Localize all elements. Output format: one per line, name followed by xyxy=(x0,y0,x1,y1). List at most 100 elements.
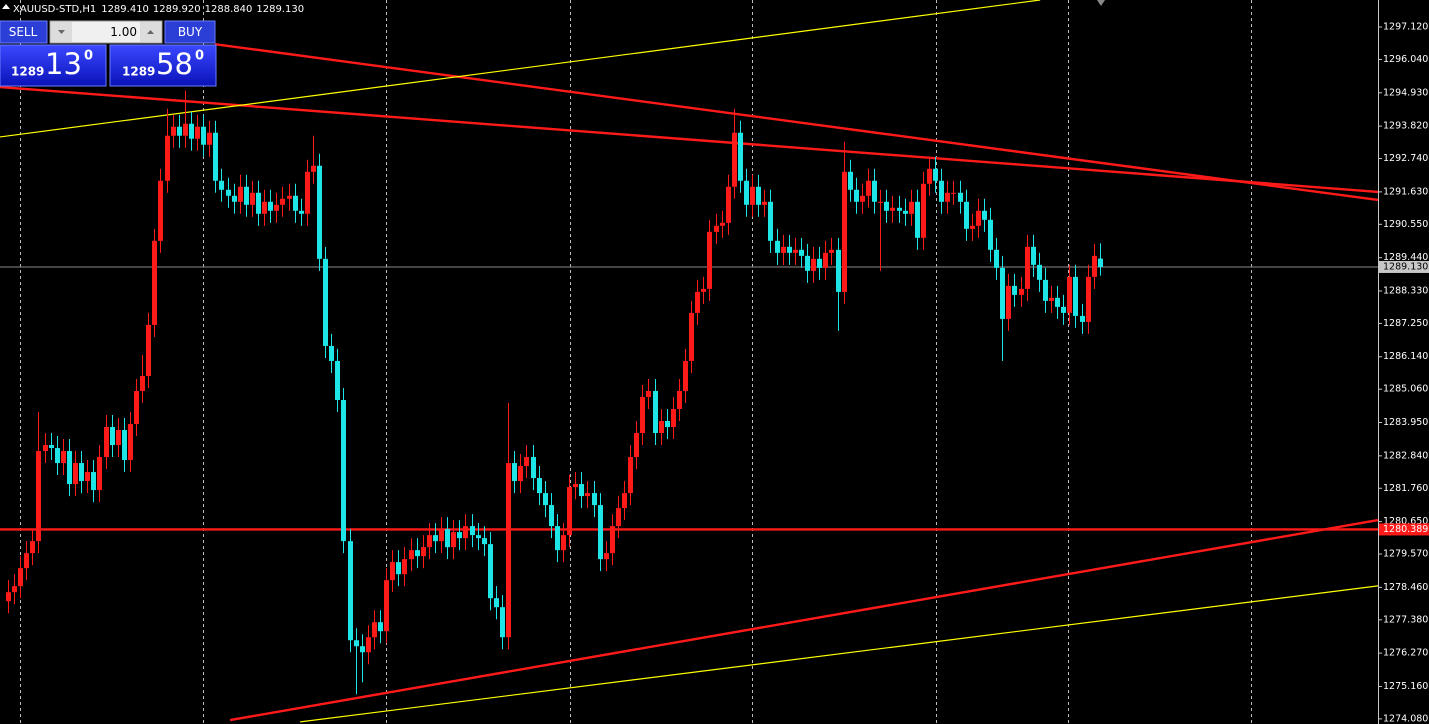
candle-body xyxy=(500,607,505,638)
candle-body xyxy=(293,195,298,211)
candle-body xyxy=(463,526,468,539)
sell-label[interactable]: SELL xyxy=(9,25,38,39)
candle-body xyxy=(439,529,444,542)
candle-body xyxy=(939,180,944,202)
candle-body xyxy=(646,390,651,397)
price-axis: 1297.120 1296.040 1294.930 1293.820 1292.740… xyxy=(1378,22,1429,724)
candle-body xyxy=(396,562,401,575)
candle-body xyxy=(470,526,475,536)
trendline xyxy=(0,85,1379,194)
candle-body xyxy=(701,288,706,292)
candle-body xyxy=(49,445,54,449)
candle-body xyxy=(85,472,90,482)
header-low: 1288.840 xyxy=(205,4,253,15)
candle-body xyxy=(848,171,853,190)
candle-body xyxy=(860,195,865,202)
y-tick-label: 1276.270 xyxy=(1383,648,1428,659)
candle-body xyxy=(531,457,536,479)
y-tick-label: 1296.040 xyxy=(1383,54,1428,65)
candle-body xyxy=(311,165,316,172)
candle-body xyxy=(732,132,737,187)
candle-body xyxy=(67,451,72,485)
candle-body xyxy=(909,201,914,214)
candle-body xyxy=(433,535,438,542)
candle-body xyxy=(165,135,170,181)
candle-body xyxy=(232,195,237,202)
candle-body xyxy=(714,225,719,232)
candle-body xyxy=(1098,258,1103,267)
bid-box[interactable] xyxy=(0,44,107,87)
candle-body xyxy=(128,424,133,461)
y-tick-label: 1278.460 xyxy=(1383,582,1428,593)
candle-body xyxy=(640,396,645,434)
header-high: 1289.920 xyxy=(153,4,201,15)
candle-body xyxy=(201,126,206,145)
header-open: 1289.410 xyxy=(101,4,149,15)
candle-body xyxy=(1055,297,1060,307)
candle-body xyxy=(970,225,975,229)
candle-body xyxy=(628,457,633,494)
candle-body xyxy=(1067,276,1072,313)
candle-body xyxy=(665,421,670,428)
sell-button[interactable] xyxy=(0,20,48,44)
candle-body xyxy=(104,427,109,458)
candle-body xyxy=(354,640,359,647)
candle-body xyxy=(775,240,780,253)
candle-body xyxy=(592,493,597,506)
scroll-marker xyxy=(1097,0,1105,6)
candle-body xyxy=(207,132,212,145)
candle-body xyxy=(256,192,261,214)
candle-body xyxy=(482,538,487,545)
candle-body xyxy=(890,207,895,211)
candle-body xyxy=(793,249,798,253)
candle-body xyxy=(36,451,41,542)
candle-body xyxy=(622,493,627,509)
candle-body xyxy=(976,210,981,226)
y-tick-label: 1290.550 xyxy=(1383,219,1428,230)
trendline xyxy=(300,585,1379,723)
lot-input[interactable] xyxy=(49,20,163,44)
candle-body xyxy=(317,165,322,259)
y-tick-label: 1277.380 xyxy=(1383,614,1428,625)
candle-body xyxy=(811,258,816,271)
candle-body xyxy=(158,180,163,241)
candle-body xyxy=(274,204,279,211)
candle-body xyxy=(55,448,60,464)
candle-body xyxy=(933,168,938,181)
ask-box[interactable] xyxy=(109,44,217,87)
candle-body xyxy=(897,207,902,211)
y-tick-label: 1291.630 xyxy=(1383,186,1428,197)
buy-label[interactable]: BUY xyxy=(178,25,203,39)
lot-value[interactable]: 1.00 xyxy=(110,25,137,39)
candle-body xyxy=(122,430,127,461)
candle-body xyxy=(1086,276,1091,322)
y-tick-label: 1281.760 xyxy=(1383,483,1428,494)
candle-body xyxy=(616,508,621,527)
candle-body xyxy=(195,126,200,139)
menu-icon[interactable] xyxy=(2,4,10,9)
candle-body xyxy=(695,291,700,313)
candle-body xyxy=(817,258,822,268)
candle-body xyxy=(823,252,828,268)
candle-body xyxy=(604,553,609,560)
candle-body xyxy=(250,192,255,205)
header-close: 1289.130 xyxy=(256,4,304,15)
candle-body xyxy=(12,586,17,593)
candle-body xyxy=(573,484,578,488)
y-tick-label: 1288.330 xyxy=(1383,285,1428,296)
candle-body xyxy=(384,580,389,632)
candle-body xyxy=(726,186,731,223)
trendline xyxy=(0,0,1041,138)
candle-body xyxy=(610,526,615,554)
candle-body xyxy=(872,180,877,202)
candle-body xyxy=(427,535,432,548)
y-tick-label: 1283.950 xyxy=(1383,417,1428,428)
candle-body xyxy=(994,249,999,268)
y-tick-label: 1280.650 xyxy=(1383,516,1428,527)
ask-big: 58 xyxy=(156,47,193,81)
candle-body xyxy=(1080,315,1085,322)
buy-button[interactable] xyxy=(164,20,216,44)
candle-body xyxy=(671,408,676,428)
